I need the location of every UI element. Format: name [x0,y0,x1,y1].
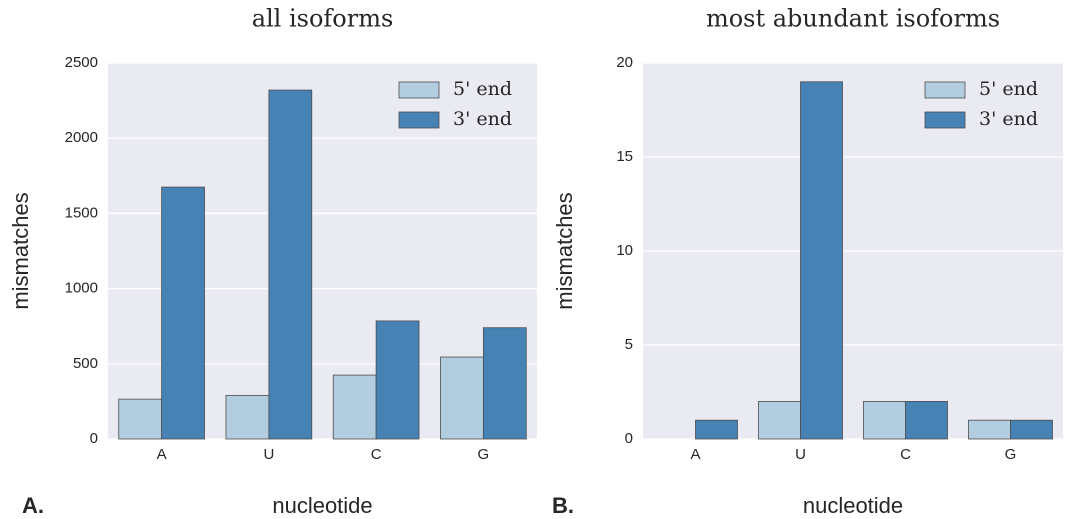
bar [161,186,205,440]
bar [118,398,163,440]
bar [482,327,527,440]
bar [375,320,420,440]
x-tick-label: U [795,446,806,463]
x-tick-label: U [263,446,274,463]
x-tick-label: C [371,446,382,463]
x-axis-label: nucleotide [272,493,372,518]
y-tick-label: 15 [616,148,633,165]
bar [440,356,484,440]
y-axis-label: mismatches [552,192,577,309]
y-tick-label: 2000 [65,129,98,146]
bar [695,419,738,440]
y-tick-label: 20 [616,54,633,71]
y-tick-label: 2500 [65,54,98,71]
y-tick-label: 0 [90,430,98,447]
bar [905,400,948,440]
y-tick-label: 0 [625,430,633,447]
bar [332,374,377,440]
bar [968,419,1011,440]
panel-label: A. [22,493,44,518]
x-tick-label: G [478,446,490,463]
y-tick-label: 1000 [65,280,98,297]
bar [268,89,313,440]
bar [863,400,906,440]
x-tick-label: G [1005,446,1017,463]
bar [800,81,843,440]
y-tick-label: 5 [625,336,633,353]
x-tick-label: A [690,446,700,463]
legend-swatch [398,111,440,129]
legend-swatch [924,111,966,129]
y-tick-label: 500 [73,355,98,372]
y-tick-label: 1500 [65,204,98,221]
y-axis-label: mismatches [8,192,33,309]
y-tick-label: 10 [616,242,633,259]
legend-label: 5' end [979,78,1038,100]
x-tick-label: C [900,446,911,463]
panel-label: B. [552,493,574,518]
legend-label: 3' end [453,108,512,130]
x-axis-label: nucleotide [803,493,903,518]
chart-title: most abundant isoforms [706,5,1000,33]
legend-label: 5' end [453,78,512,100]
legend-label: 3' end [979,108,1038,130]
chart-title: all isoforms [252,5,394,33]
legend-swatch [398,81,440,99]
bar [1010,419,1053,440]
bar [225,394,270,440]
legend-swatch [924,81,966,99]
bar [758,400,801,440]
x-tick-label: A [157,446,167,463]
